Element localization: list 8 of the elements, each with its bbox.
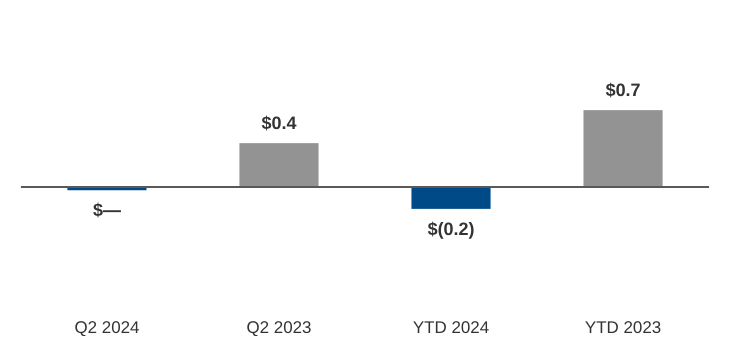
x-tick-label: Q2 2023 <box>246 318 312 338</box>
data-label: $0.4 <box>262 113 296 134</box>
x-tick-label: YTD 2023 <box>584 318 662 338</box>
x-tick-label: YTD 2024 <box>412 318 490 338</box>
data-label: $(0.2) <box>428 218 474 239</box>
x-tick-label: Q2 2024 <box>74 318 140 338</box>
data-label: $— <box>92 200 121 220</box>
data-label: $0.7 <box>606 80 641 100</box>
